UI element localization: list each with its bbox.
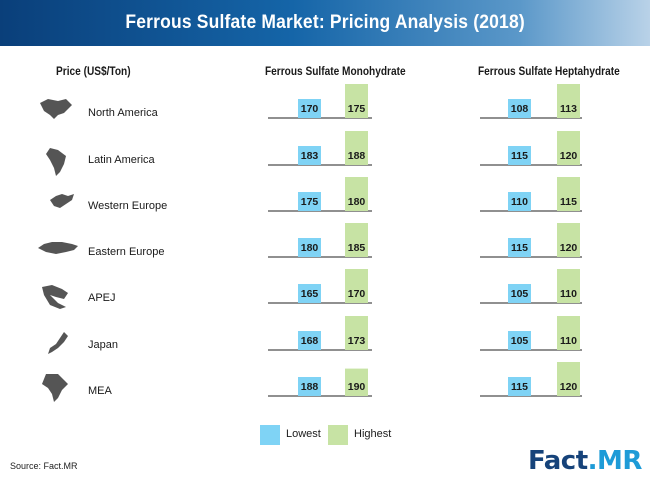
data-label-highest: 113 [560, 103, 577, 115]
data-label-highest: 173 [348, 335, 366, 347]
data-label-lowest: 105 [511, 288, 529, 300]
bar-highest [557, 131, 580, 165]
bar-lowest [508, 99, 531, 118]
data-label-highest: 120 [560, 150, 578, 162]
bar-lowest [298, 238, 321, 257]
data-label-highest: 175 [348, 103, 366, 115]
data-label-highest: 190 [348, 381, 366, 393]
bar-lowest [508, 331, 531, 350]
bar-highest [345, 368, 368, 396]
mea-map-icon [42, 374, 68, 402]
data-label-lowest: 115 [511, 150, 528, 162]
apej-map-icon [42, 285, 68, 309]
data-label-lowest: 105 [511, 335, 529, 347]
bar-lowest [508, 284, 531, 303]
eastern-europe-map-icon [38, 242, 78, 254]
data-label-highest: 120 [560, 381, 578, 393]
bar-lowest [298, 284, 321, 303]
bar-lowest [508, 146, 531, 165]
bar-lowest [508, 377, 531, 396]
data-label-lowest: 108 [511, 103, 529, 115]
title-banner: Ferrous Sulfate Market: Pricing Analysis… [0, 0, 650, 46]
bar-highest [345, 223, 368, 257]
bar-lowest [298, 331, 321, 350]
bar-highest [345, 131, 368, 165]
bar-highest [345, 269, 368, 303]
data-label-lowest: 115 [511, 242, 528, 254]
bar-highest [557, 177, 580, 211]
data-label-lowest: 115 [511, 381, 528, 393]
heptahydrate-column-header: Ferrous Sulfate Heptahydrate [478, 66, 620, 78]
data-label-lowest: 175 [301, 196, 319, 208]
data-label-lowest: 168 [301, 335, 319, 347]
region-label: Japan [88, 339, 118, 351]
source-note: Source: Fact.MR [10, 461, 78, 471]
data-label-lowest: 183 [301, 150, 319, 162]
region-label: North America [88, 107, 159, 119]
legend-highest-swatch [328, 425, 348, 445]
legend-lowest-label: Lowest [286, 428, 321, 440]
pricing-chart: North America 170 175 108 113 Latin America 18… [38, 84, 582, 402]
bar-lowest [508, 238, 531, 257]
bar-highest [557, 316, 580, 350]
data-label-lowest: 165 [301, 288, 319, 300]
data-label-highest: 110 [560, 288, 577, 300]
data-label-highest: 185 [348, 242, 366, 254]
bar-highest [557, 84, 580, 118]
region-label: MEA [88, 385, 113, 397]
data-label-highest: 110 [560, 335, 577, 347]
legend-highest-label: Highest [354, 428, 392, 440]
factmr-logo: Fact.MR [528, 446, 642, 476]
data-label-lowest: 110 [511, 196, 528, 208]
bar-highest [345, 316, 368, 350]
bar-lowest [298, 192, 321, 211]
data-label-highest: 170 [348, 288, 366, 300]
data-label-highest: 188 [348, 150, 366, 162]
bar-highest [557, 362, 580, 396]
region-label: Latin America [88, 154, 156, 166]
bar-highest [557, 223, 580, 257]
data-label-lowest: 170 [301, 103, 319, 115]
western-europe-map-icon [50, 194, 74, 208]
bar-highest [345, 84, 368, 118]
region-label: Western Europe [88, 200, 167, 212]
bar-lowest [298, 146, 321, 165]
legend-lowest-swatch [260, 425, 280, 445]
data-label-highest: 115 [560, 196, 577, 208]
data-label-lowest: 180 [301, 242, 319, 254]
data-label-highest: 120 [560, 242, 578, 254]
bar-lowest [298, 377, 321, 396]
bar-highest [345, 177, 368, 211]
price-column-header: Price (US$/Ton) [56, 66, 131, 78]
monohydrate-column-header: Ferrous Sulfate Monohydrate [265, 66, 406, 78]
data-label-lowest: 188 [301, 381, 319, 393]
latin-america-map-icon [46, 148, 66, 176]
north-america-map-icon [40, 99, 72, 119]
bar-highest [557, 269, 580, 303]
japan-map-icon [48, 332, 68, 354]
bar-lowest [298, 99, 321, 118]
data-label-highest: 180 [348, 196, 366, 208]
region-label: Eastern Europe [88, 246, 164, 258]
chart-title: Ferrous Sulfate Market: Pricing Analysis… [125, 12, 525, 33]
region-label: APEJ [88, 292, 116, 304]
bar-lowest [508, 192, 531, 211]
